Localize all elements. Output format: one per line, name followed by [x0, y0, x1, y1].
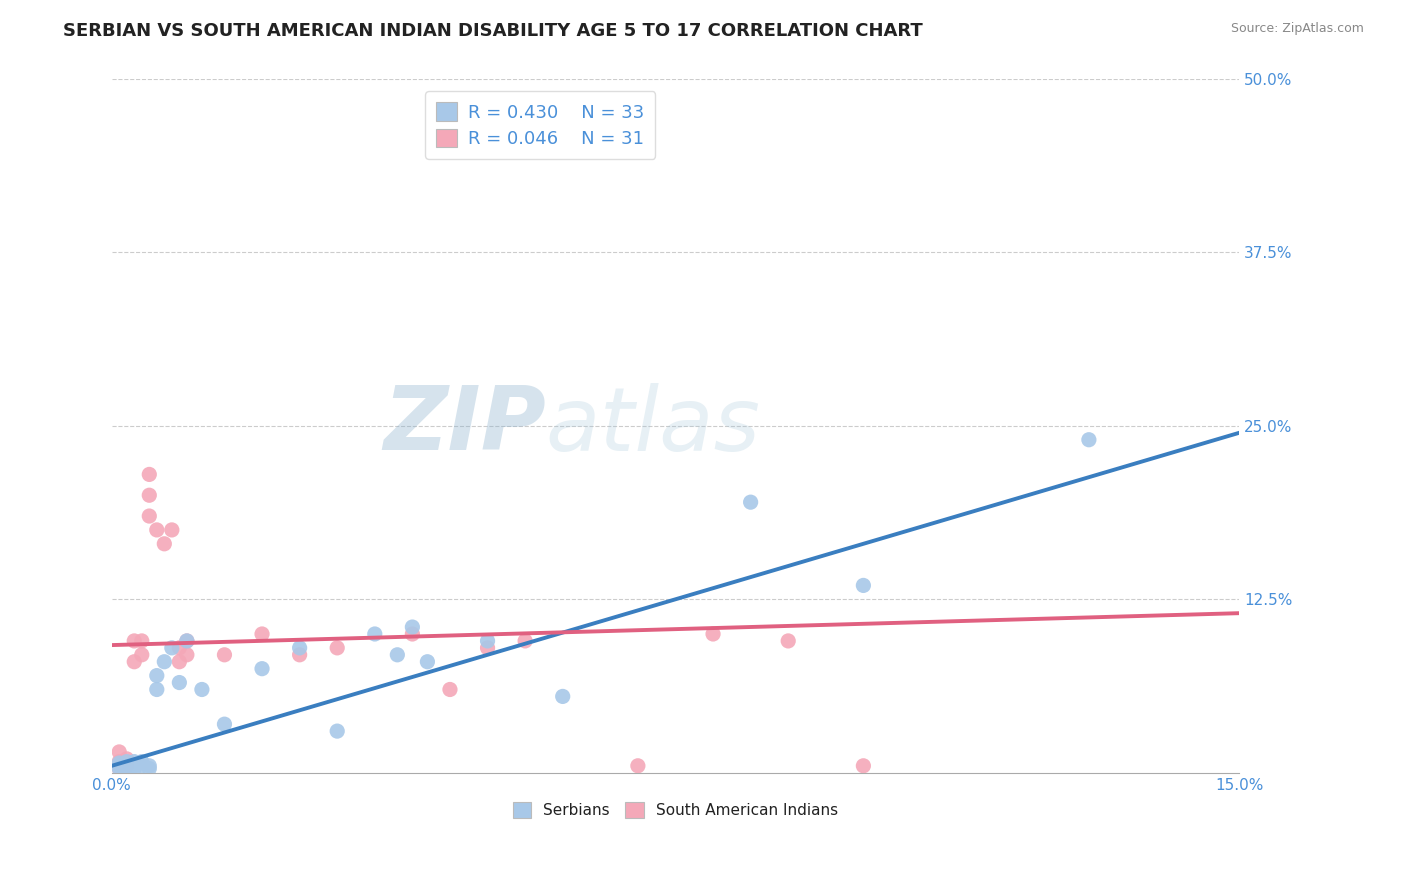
Text: atlas: atlas — [546, 383, 761, 469]
Point — [146, 668, 169, 682]
Point — [131, 634, 153, 648]
Point — [513, 634, 536, 648]
Point — [115, 752, 138, 766]
Point — [138, 467, 160, 482]
Point — [138, 759, 160, 773]
Point — [852, 578, 875, 592]
Point — [131, 755, 153, 769]
Point — [122, 655, 145, 669]
Point — [122, 755, 145, 769]
Point — [138, 488, 160, 502]
Point — [122, 759, 145, 773]
Point — [288, 640, 311, 655]
Point — [169, 675, 191, 690]
Point — [401, 627, 423, 641]
Point — [250, 627, 273, 641]
Point — [214, 717, 236, 731]
Point — [250, 662, 273, 676]
Point — [146, 523, 169, 537]
Point — [122, 762, 145, 776]
Point — [169, 640, 191, 655]
Point — [131, 648, 153, 662]
Point — [108, 755, 131, 769]
Point — [160, 523, 183, 537]
Point — [416, 655, 439, 669]
Point — [176, 648, 198, 662]
Point — [702, 627, 724, 641]
Point — [108, 745, 131, 759]
Point — [401, 620, 423, 634]
Point — [146, 682, 169, 697]
Point — [115, 759, 138, 773]
Point — [326, 640, 349, 655]
Point — [122, 634, 145, 648]
Point — [477, 634, 499, 648]
Point — [627, 759, 650, 773]
Point — [108, 756, 131, 770]
Text: Source: ZipAtlas.com: Source: ZipAtlas.com — [1230, 22, 1364, 36]
Point — [326, 724, 349, 739]
Point — [131, 759, 153, 773]
Point — [551, 690, 574, 704]
Point — [387, 648, 409, 662]
Point — [176, 634, 198, 648]
Point — [115, 755, 138, 769]
Point — [778, 634, 800, 648]
Point — [108, 759, 131, 773]
Point — [160, 640, 183, 655]
Point — [153, 537, 176, 551]
Text: ZIP: ZIP — [382, 383, 546, 469]
Text: SERBIAN VS SOUTH AMERICAN INDIAN DISABILITY AGE 5 TO 17 CORRELATION CHART: SERBIAN VS SOUTH AMERICAN INDIAN DISABIL… — [63, 22, 922, 40]
Point — [153, 655, 176, 669]
Point — [108, 762, 131, 776]
Point — [852, 759, 875, 773]
Point — [115, 759, 138, 773]
Point — [169, 655, 191, 669]
Point — [477, 640, 499, 655]
Point — [191, 682, 214, 697]
Point — [138, 509, 160, 524]
Point — [439, 682, 461, 697]
Legend: Serbians, South American Indians: Serbians, South American Indians — [506, 796, 844, 824]
Point — [740, 495, 762, 509]
Point — [115, 762, 138, 776]
Point — [214, 648, 236, 662]
Point — [1077, 433, 1099, 447]
Point — [288, 648, 311, 662]
Point — [108, 762, 131, 776]
Point — [364, 627, 387, 641]
Point — [176, 634, 198, 648]
Point — [138, 762, 160, 776]
